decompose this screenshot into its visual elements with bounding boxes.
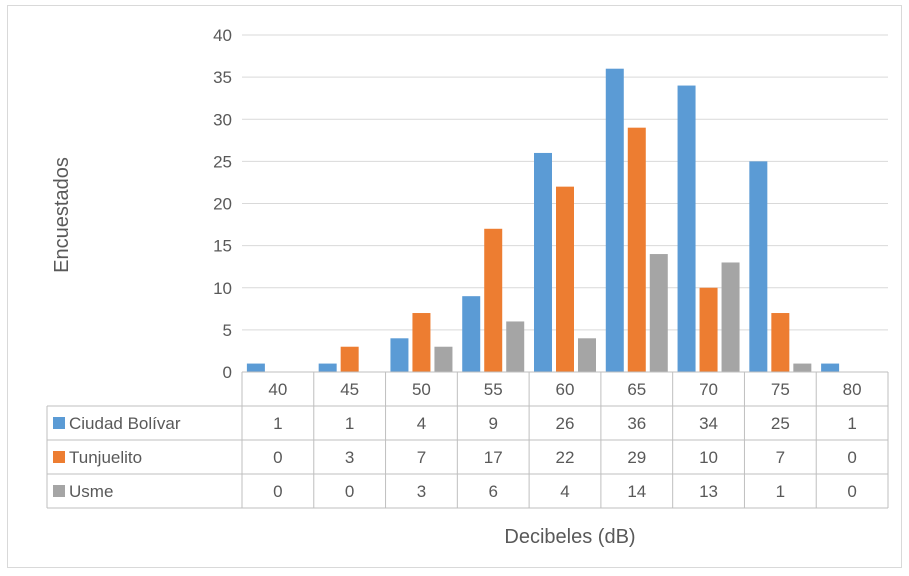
legend-swatch xyxy=(53,417,65,429)
data-label: 10 xyxy=(699,448,718,467)
bar-ciudad-bol-var-55 xyxy=(462,296,481,372)
bar-ciudad-bol-var-65 xyxy=(605,68,624,372)
y-axis-title: Encuestados xyxy=(51,157,73,273)
y-tick-label: 5 xyxy=(223,321,232,340)
bar-tunjuelito-75 xyxy=(771,313,790,372)
bar-usme-65 xyxy=(649,254,668,372)
data-label: 17 xyxy=(484,448,503,467)
bar-ciudad-bol-var-50 xyxy=(390,338,409,372)
data-label: 0 xyxy=(847,448,856,467)
data-label: 0 xyxy=(273,448,282,467)
x-tick-label: 65 xyxy=(627,380,646,399)
data-label: 36 xyxy=(627,414,646,433)
data-label: 0 xyxy=(273,482,282,501)
data-label: 34 xyxy=(699,414,718,433)
bar-ciudad-bol-var-75 xyxy=(749,161,768,372)
legend-swatch xyxy=(53,485,65,497)
data-label: 7 xyxy=(776,448,785,467)
data-label: 13 xyxy=(699,482,718,501)
legend-label: Usme xyxy=(69,482,113,501)
data-label: 0 xyxy=(345,482,354,501)
y-tick-label: 25 xyxy=(213,152,232,171)
data-label: 22 xyxy=(556,448,575,467)
data-label: 3 xyxy=(417,482,426,501)
data-label: 1 xyxy=(273,414,282,433)
data-label: 29 xyxy=(627,448,646,467)
data-label: 1 xyxy=(776,482,785,501)
bar-tunjuelito-50 xyxy=(412,313,431,372)
x-tick-label: 80 xyxy=(843,380,862,399)
bar-usme-50 xyxy=(434,346,453,372)
bar-usme-60 xyxy=(578,338,596,372)
data-label: 3 xyxy=(345,448,354,467)
data-label: 4 xyxy=(560,482,569,501)
bar-tunjuelito-55 xyxy=(484,228,503,372)
bar-tunjuelito-70 xyxy=(699,287,718,372)
y-axis-ticks: 0 5 10 15 20 25 30 35 40 xyxy=(213,26,232,382)
data-label: 1 xyxy=(847,414,856,433)
bar-ciudad-bol-var-80 xyxy=(821,363,840,372)
x-axis-title: Decibeles (dB) xyxy=(504,526,635,548)
data-label: 6 xyxy=(488,482,497,501)
data-label: 7 xyxy=(417,448,426,467)
data-label: 1 xyxy=(345,414,354,433)
x-tick-label: 40 xyxy=(268,380,287,399)
bar-tunjuelito-45 xyxy=(340,346,359,372)
y-tick-label: 10 xyxy=(213,279,232,298)
bar-ciudad-bol-var-45 xyxy=(318,363,337,372)
y-tick-label: 40 xyxy=(213,26,232,45)
x-tick-label: 75 xyxy=(771,380,790,399)
y-tick-label: 35 xyxy=(213,68,232,87)
data-label: 0 xyxy=(847,482,856,501)
bar-tunjuelito-60 xyxy=(556,186,574,372)
legend-label: Ciudad Bolívar xyxy=(69,414,181,433)
bar-ciudad-bol-var-70 xyxy=(677,85,696,373)
x-tick-label: 45 xyxy=(340,380,359,399)
bars xyxy=(246,68,840,373)
x-tick-label: 55 xyxy=(484,380,503,399)
bar-usme-55 xyxy=(506,321,525,372)
bar-usme-70 xyxy=(721,262,740,372)
y-tick-label: 30 xyxy=(213,110,232,129)
y-tick-label: 20 xyxy=(213,195,232,214)
data-label: 25 xyxy=(771,414,790,433)
data-label: 14 xyxy=(627,482,646,501)
bar-ciudad-bol-var-40 xyxy=(246,363,265,372)
x-tick-label: 60 xyxy=(556,380,575,399)
data-label: 9 xyxy=(488,414,497,433)
legend-label: Tunjuelito xyxy=(69,448,142,467)
x-tick-label: 50 xyxy=(412,380,431,399)
x-tick-label: 70 xyxy=(699,380,718,399)
data-label: 4 xyxy=(417,414,426,433)
data-label: 26 xyxy=(556,414,575,433)
bar-usme-75 xyxy=(793,363,812,372)
y-tick-label: 15 xyxy=(213,237,232,256)
y-tick-label: 0 xyxy=(223,363,232,382)
bar-ciudad-bol-var-60 xyxy=(534,152,552,372)
legend-swatch xyxy=(53,451,65,463)
bar-tunjuelito-65 xyxy=(627,127,646,372)
